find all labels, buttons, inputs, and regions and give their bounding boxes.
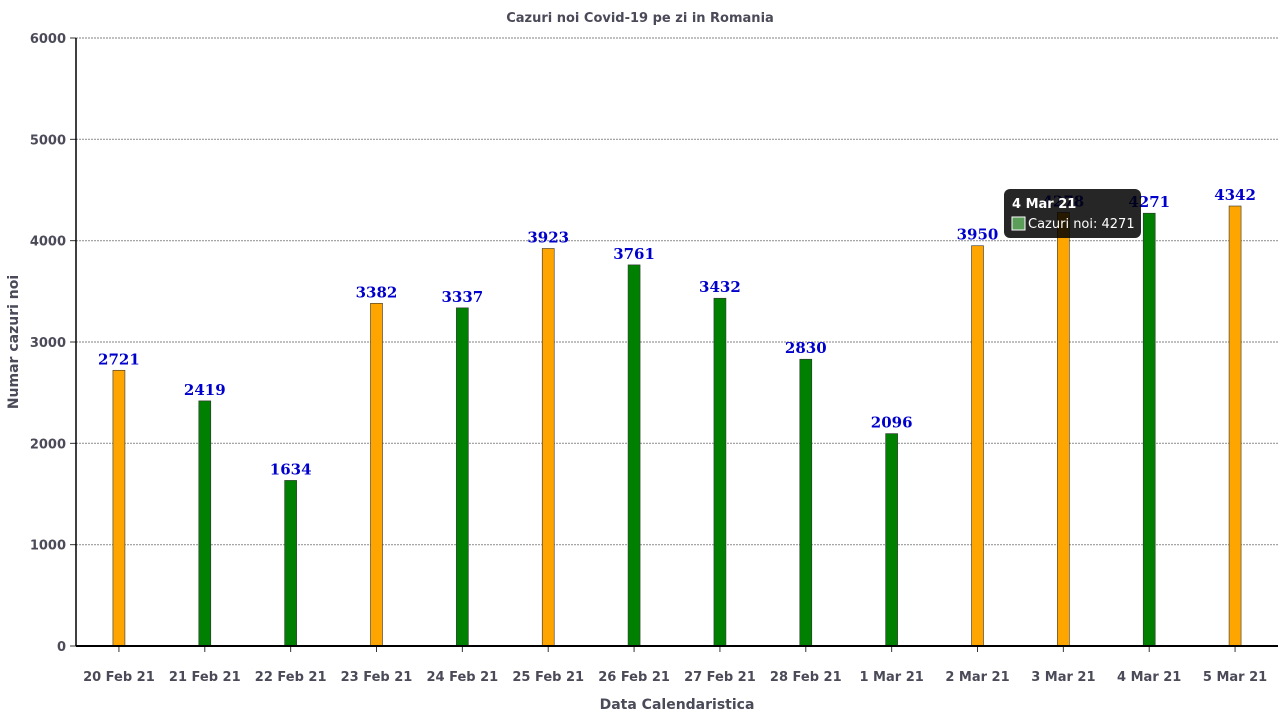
bar — [198, 400, 212, 647]
bar — [713, 297, 727, 647]
tooltip-swatch — [1011, 216, 1026, 231]
x-axis-ticks: 20 Feb 21 21 Feb 21 22 Feb 21 23 Feb 21 24 F… — [83, 646, 1267, 685]
x-axis-label: Data Calendaristica — [600, 697, 755, 713]
x-tick-label: 20 Feb 21 — [83, 670, 155, 685]
x-tick-label: 21 Feb 21 — [169, 670, 241, 685]
y-axis-ticks: 0 1000 2000 3000 4000 5000 6000 — [30, 32, 66, 655]
bar — [370, 302, 383, 647]
y-tick-label: 1000 — [30, 539, 66, 554]
x-tick-label: 1 Mar 21 — [859, 670, 923, 685]
tooltip-text: Cazuri noi: 4271 — [1028, 217, 1135, 232]
x-tick-label: 26 Feb 21 — [598, 670, 670, 685]
data-label: 3923 — [527, 228, 569, 246]
y-tick-label: 6000 — [30, 32, 66, 47]
y-tick-label: 5000 — [30, 133, 66, 148]
data-label: 3432 — [699, 278, 741, 296]
y-tick-label: 2000 — [30, 437, 66, 452]
y-axis-label: Numar cazuri noi — [6, 275, 22, 409]
y-tick-label: 0 — [57, 640, 66, 655]
bar — [1057, 212, 1070, 647]
bar — [627, 264, 641, 647]
tooltip: 4 Mar 21 Cazuri noi: 4271 — [1004, 189, 1141, 238]
bar — [971, 245, 984, 647]
data-label: 3337 — [441, 288, 483, 306]
bar — [1142, 212, 1156, 647]
data-label: 1634 — [270, 460, 312, 478]
bars-group — [112, 205, 1242, 647]
data-label: 2830 — [785, 339, 827, 357]
x-tick-label: 22 Feb 21 — [255, 670, 327, 685]
x-tick-label: 24 Feb 21 — [426, 670, 498, 685]
data-label: 4342 — [1214, 186, 1256, 204]
bar — [284, 480, 297, 647]
data-label: 2419 — [184, 381, 226, 399]
data-label: 2721 — [98, 350, 140, 368]
tooltip-title: 4 Mar 21 — [1012, 197, 1076, 212]
data-label: 2096 — [871, 414, 913, 432]
data-label: 3761 — [613, 245, 655, 263]
x-tick-label: 2 Mar 21 — [945, 670, 1009, 685]
x-tick-label: 25 Feb 21 — [512, 670, 584, 685]
chart-title: Cazuri noi Covid-19 pe zi in Romania — [506, 11, 774, 26]
bar — [799, 358, 813, 647]
data-label: 3950 — [957, 226, 999, 244]
x-tick-label: 23 Feb 21 — [341, 670, 413, 685]
bar — [885, 433, 898, 647]
data-label: 3382 — [356, 283, 398, 301]
bar — [112, 369, 126, 647]
tooltip-box — [1004, 189, 1141, 238]
x-tick-label: 4 Mar 21 — [1117, 670, 1181, 685]
x-tick-label: 3 Mar 21 — [1031, 670, 1095, 685]
grid-lines — [70, 37, 1278, 647]
bar — [541, 248, 555, 647]
y-tick-label: 4000 — [30, 235, 66, 250]
y-tick-label: 3000 — [30, 336, 66, 351]
x-tick-label: 27 Feb 21 — [684, 670, 756, 685]
bar — [1228, 205, 1242, 647]
x-tick-label: 28 Feb 21 — [770, 670, 842, 685]
x-tick-label: 5 Mar 21 — [1203, 670, 1267, 685]
bar — [456, 307, 469, 647]
